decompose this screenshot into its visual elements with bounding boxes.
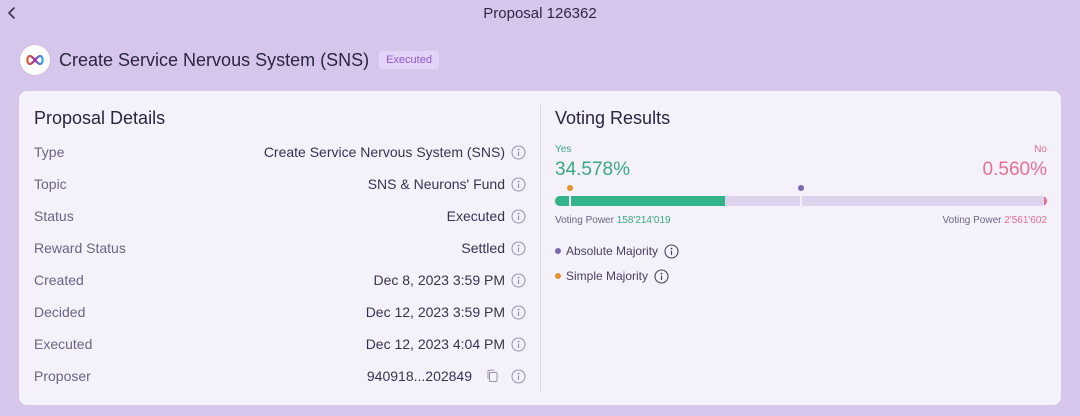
absolute-majority-dot [555, 248, 561, 254]
simple-majority-dot [555, 273, 561, 279]
detail-row-created: Created Dec 8, 2023 3:59 PM [34, 270, 526, 290]
no-bar-fill [1044, 196, 1047, 206]
no-voting-power-value: 2'561'602 [1004, 215, 1047, 226]
yes-label: Yes [555, 144, 572, 155]
voting-power-label: Voting Power [942, 215, 1002, 226]
no-percent: 0.560% [982, 159, 1047, 180]
info-icon[interactable] [511, 177, 526, 192]
info-icon[interactable] [511, 145, 526, 160]
legend-label: Simple Majority [566, 269, 649, 283]
proposer-id[interactable]: 940918...202849 [366, 368, 472, 384]
voting-results: Voting Results Yes No 34.578% 0.560% Vot… [541, 91, 1061, 405]
detail-value: Settled [461, 240, 505, 256]
yes-percent: 34.578% [555, 159, 631, 180]
detail-row-reward-status: Reward Status Settled [34, 238, 526, 258]
detail-label: Decided [34, 304, 86, 320]
detail-value: SNS & Neurons' Fund [367, 176, 505, 192]
voting-results-title: Voting Results [555, 108, 671, 128]
detail-value: Create Service Nervous System (SNS) [263, 144, 505, 160]
info-icon[interactable] [511, 209, 526, 224]
absolute-majority-marker [798, 185, 804, 191]
simple-majority-tick [568, 196, 571, 206]
detail-row-proposer: Proposer 940918...202849 [34, 366, 526, 386]
proposal-details: Proposal Details Type Create Service Ner… [19, 91, 539, 405]
detail-label: Created [34, 272, 84, 288]
infinity-icon [26, 54, 44, 66]
detail-value: Dec 12, 2023 3:59 PM [365, 304, 505, 320]
info-icon[interactable] [654, 268, 669, 284]
detail-label: Proposer [34, 368, 91, 384]
detail-row-decided: Decided Dec 12, 2023 3:59 PM [34, 302, 526, 322]
detail-value: Dec 12, 2023 4:04 PM [365, 336, 505, 352]
info-icon[interactable] [511, 305, 526, 320]
detail-row-type: Type Create Service Nervous System (SNS) [34, 142, 526, 162]
legend-absolute-majority: Absolute Majority [555, 242, 679, 260]
top-bar: Proposal 126362 [0, 0, 1080, 28]
voting-bar-area [555, 183, 1047, 209]
yes-voting-power-value: 158'214'019 [616, 215, 671, 226]
detail-value: Executed [446, 208, 505, 224]
info-icon[interactable] [511, 369, 526, 384]
detail-value: Dec 8, 2023 3:59 PM [373, 272, 505, 288]
yes-voting-power: Voting Power 158'214'019 [555, 215, 671, 226]
info-icon[interactable] [511, 273, 526, 288]
info-icon[interactable] [511, 241, 526, 256]
no-voting-power: Voting Power 2'561'602 [943, 215, 1047, 226]
internet-computer-logo [20, 45, 50, 75]
detail-label: Status [34, 208, 74, 224]
proposal-header: Create Service Nervous System (SNS) Exec… [20, 44, 439, 76]
section-divider [540, 105, 541, 391]
proposal-details-title: Proposal Details [34, 108, 166, 128]
legend-label: Absolute Majority [566, 244, 659, 258]
info-icon[interactable] [511, 337, 526, 352]
page-title: Proposal 126362 [483, 5, 597, 22]
voting-power-label: Voting Power [555, 215, 614, 226]
proposal-card: Proposal Details Type Create Service Ner… [19, 91, 1061, 405]
detail-label: Executed [34, 336, 93, 352]
detail-row-status: Status Executed [34, 206, 526, 226]
detail-row-executed: Executed Dec 12, 2023 4:04 PM [34, 334, 526, 354]
back-button[interactable] [2, 2, 22, 24]
voting-progress-bar [555, 196, 1047, 206]
detail-row-topic: Topic SNS & Neurons' Fund [34, 174, 526, 194]
info-icon[interactable] [664, 243, 679, 259]
legend-simple-majority: Simple Majority [555, 267, 669, 285]
chevron-left-icon [8, 7, 15, 19]
detail-label: Type [34, 144, 65, 160]
yes-bar-fill [555, 196, 726, 206]
absolute-majority-tick [800, 196, 802, 206]
copy-icon[interactable] [486, 369, 499, 383]
detail-label: Topic [34, 176, 67, 192]
no-label: No [1034, 144, 1047, 155]
proposal-type-title: Create Service Nervous System (SNS) [59, 49, 370, 70]
detail-label: Reward Status [34, 240, 126, 256]
simple-majority-marker [566, 185, 573, 191]
status-badge: Executed [379, 51, 439, 69]
